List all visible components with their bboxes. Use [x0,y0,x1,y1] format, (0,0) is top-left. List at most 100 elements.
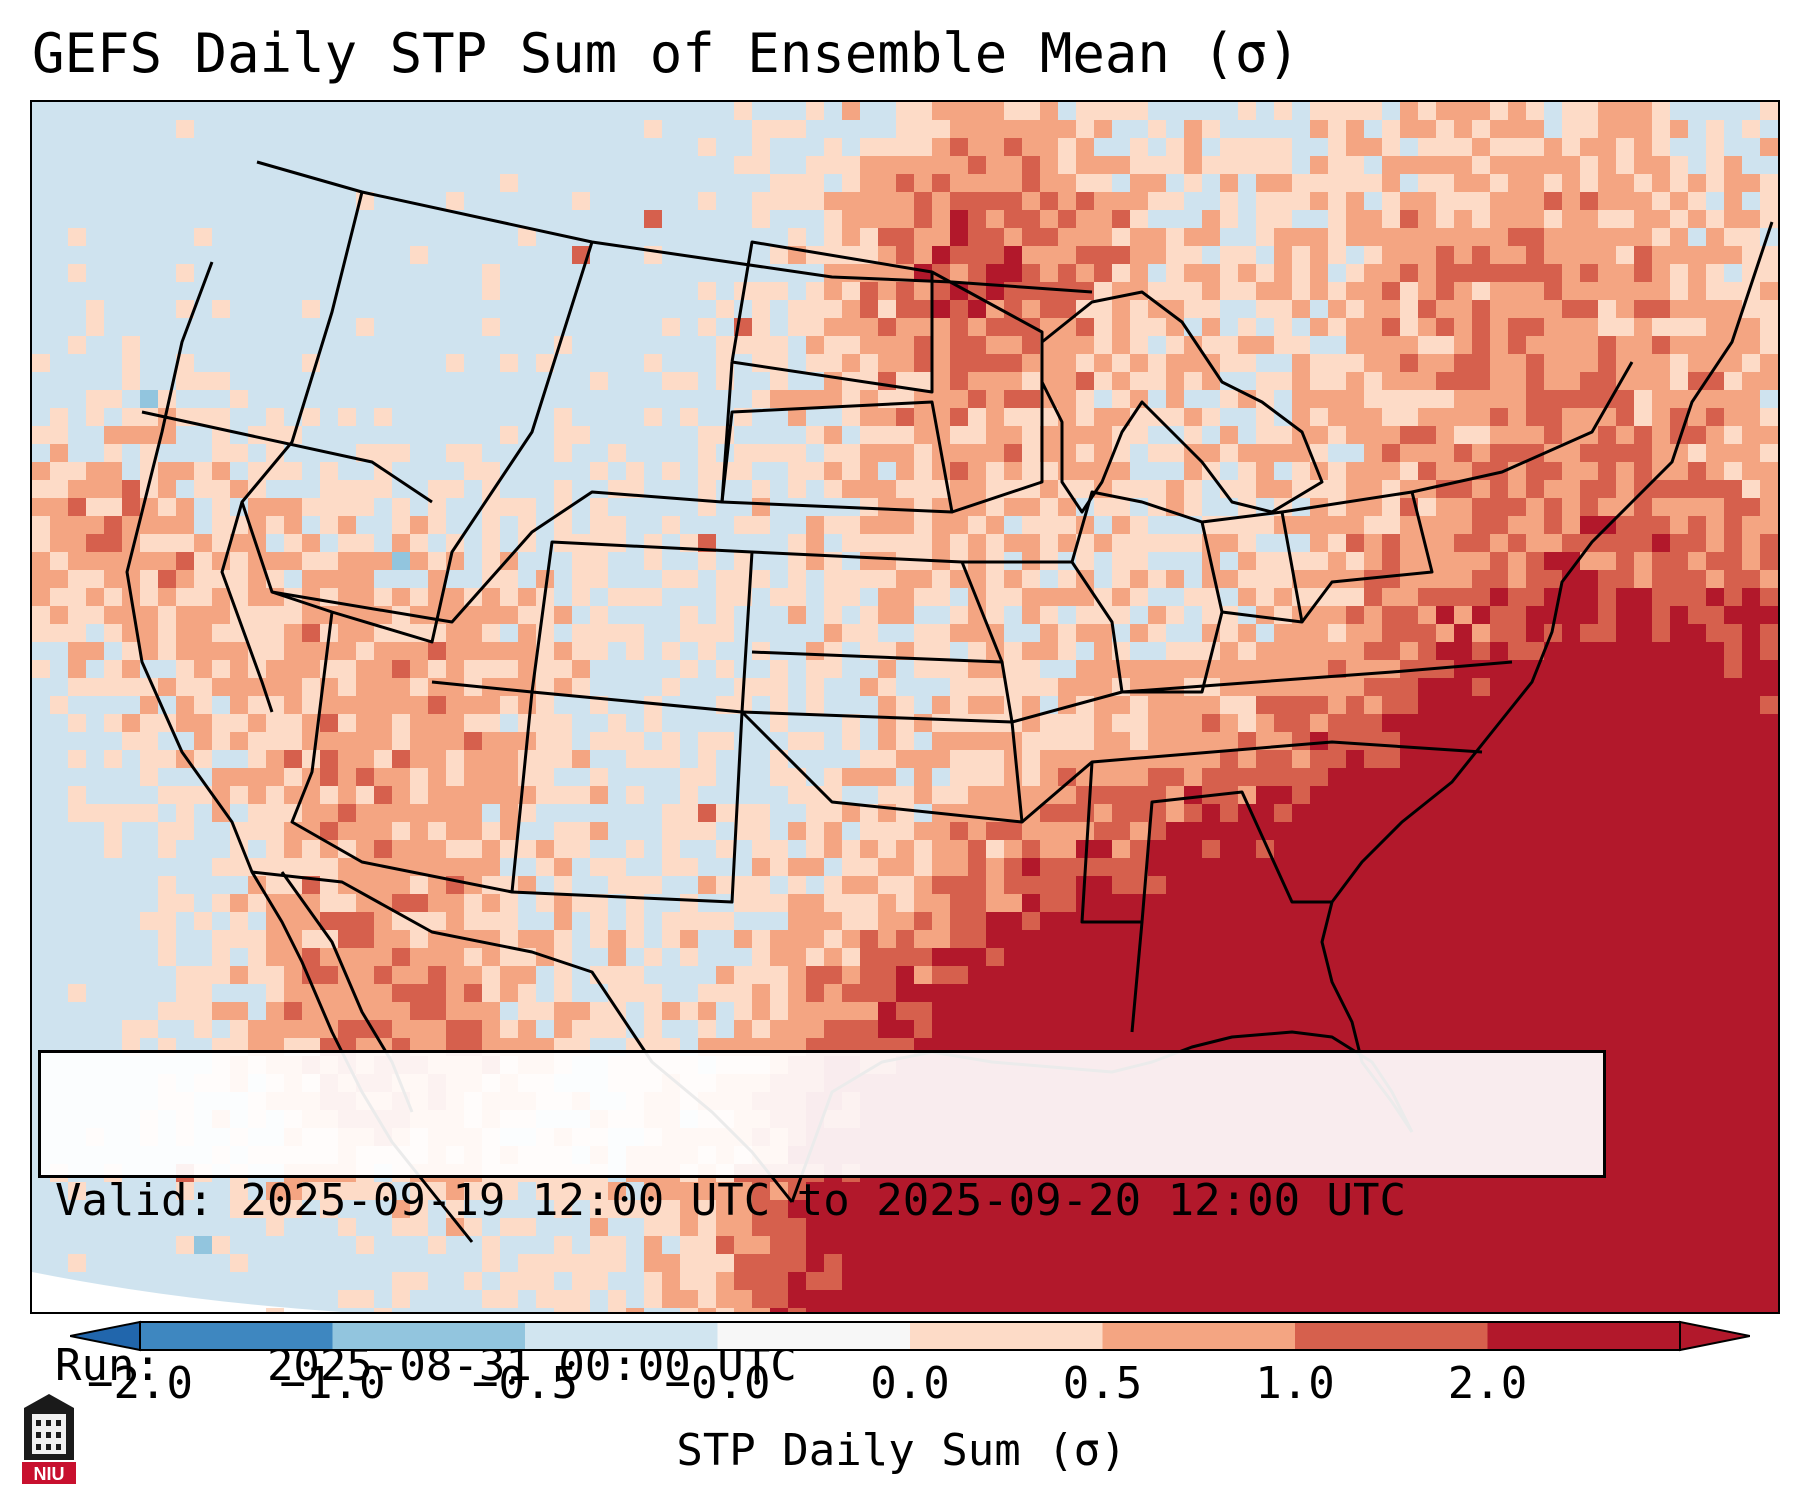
field-cell [464,642,482,660]
field-cell [1310,570,1328,588]
field-cell [1706,1308,1724,1312]
field-cell [950,534,968,552]
field-cell [914,192,932,210]
field-cell [968,192,986,210]
field-cell [320,858,338,876]
field-cell [788,174,806,192]
field-cell [914,840,932,858]
field-cell [932,570,950,588]
field-cell [1310,552,1328,570]
field-cell [1742,390,1760,408]
field-cell [734,876,752,894]
field-cell [824,768,842,786]
field-cell [1346,1308,1364,1312]
field-cell [1544,876,1562,894]
field-cell [104,750,122,768]
field-cell [1346,354,1364,372]
field-cell [1346,912,1364,930]
field-cell [68,750,86,768]
field-cell [932,264,950,282]
field-cell [518,1020,536,1038]
field-cell [932,1020,950,1038]
field-cell [986,714,1004,732]
field-cell [1040,1236,1058,1254]
field-cell [482,750,500,768]
field-cell [932,822,950,840]
field-cell [176,462,194,480]
field-cell [266,498,284,516]
field-cell [1292,732,1310,750]
field-cell [950,336,968,354]
field-cell [1274,372,1292,390]
field-cell [1562,858,1580,876]
field-cell [716,1290,734,1308]
field-cell [1742,534,1760,552]
field-cell [1634,588,1652,606]
field-cell [1130,264,1148,282]
field-cell [1076,1290,1094,1308]
field-cell [1382,804,1400,822]
field-cell [1688,894,1706,912]
field-cell [194,678,212,696]
field-cell [1706,1128,1724,1146]
field-cell [1040,534,1058,552]
field-cell [374,660,392,678]
field-cell [446,480,464,498]
field-cell [1184,1254,1202,1272]
field-cell [1292,678,1310,696]
field-cell [230,444,248,462]
field-cell [644,876,662,894]
field-cell [1166,984,1184,1002]
field-cell [1310,858,1328,876]
field-cell [410,1020,428,1038]
field-cell [1508,300,1526,318]
field-cell [518,1218,536,1236]
field-cell [1742,768,1760,786]
field-cell [1058,642,1076,660]
field-cell [536,768,554,786]
field-cell [284,894,302,912]
field-cell [1382,174,1400,192]
field-cell [1274,912,1292,930]
field-cell [1742,660,1760,678]
field-cell [1670,1236,1688,1254]
field-cell [1004,1200,1022,1218]
field-cell [1688,192,1706,210]
field-cell [986,1182,1004,1200]
field-cell [1472,336,1490,354]
field-cell [1292,804,1310,822]
field-cell [518,588,536,606]
field-cell [770,174,788,192]
field-cell [1508,606,1526,624]
field-cell [1094,624,1112,642]
field-cell [338,552,356,570]
field-cell [608,516,626,534]
field-cell [194,552,212,570]
field-cell [878,174,896,192]
field-cell [896,894,914,912]
field-cell [1760,138,1778,156]
field-cell [1292,660,1310,678]
field-cell [1058,336,1076,354]
field-cell [1202,1020,1220,1038]
field-cell [464,840,482,858]
field-cell [1400,462,1418,480]
field-cell [122,642,140,660]
field-cell [1706,1074,1724,1092]
field-cell [338,642,356,660]
field-cell [1598,156,1616,174]
field-cell [1544,570,1562,588]
field-cell [986,1236,1004,1254]
field-cell [1382,552,1400,570]
field-cell [338,822,356,840]
field-cell [1634,246,1652,264]
field-cell [338,894,356,912]
field-cell [1562,516,1580,534]
field-cell [500,678,518,696]
field-cell [428,750,446,768]
field-cell [986,210,1004,228]
field-cell [824,840,842,858]
field-cell [464,1272,482,1290]
field-cell [572,678,590,696]
field-cell [932,516,950,534]
